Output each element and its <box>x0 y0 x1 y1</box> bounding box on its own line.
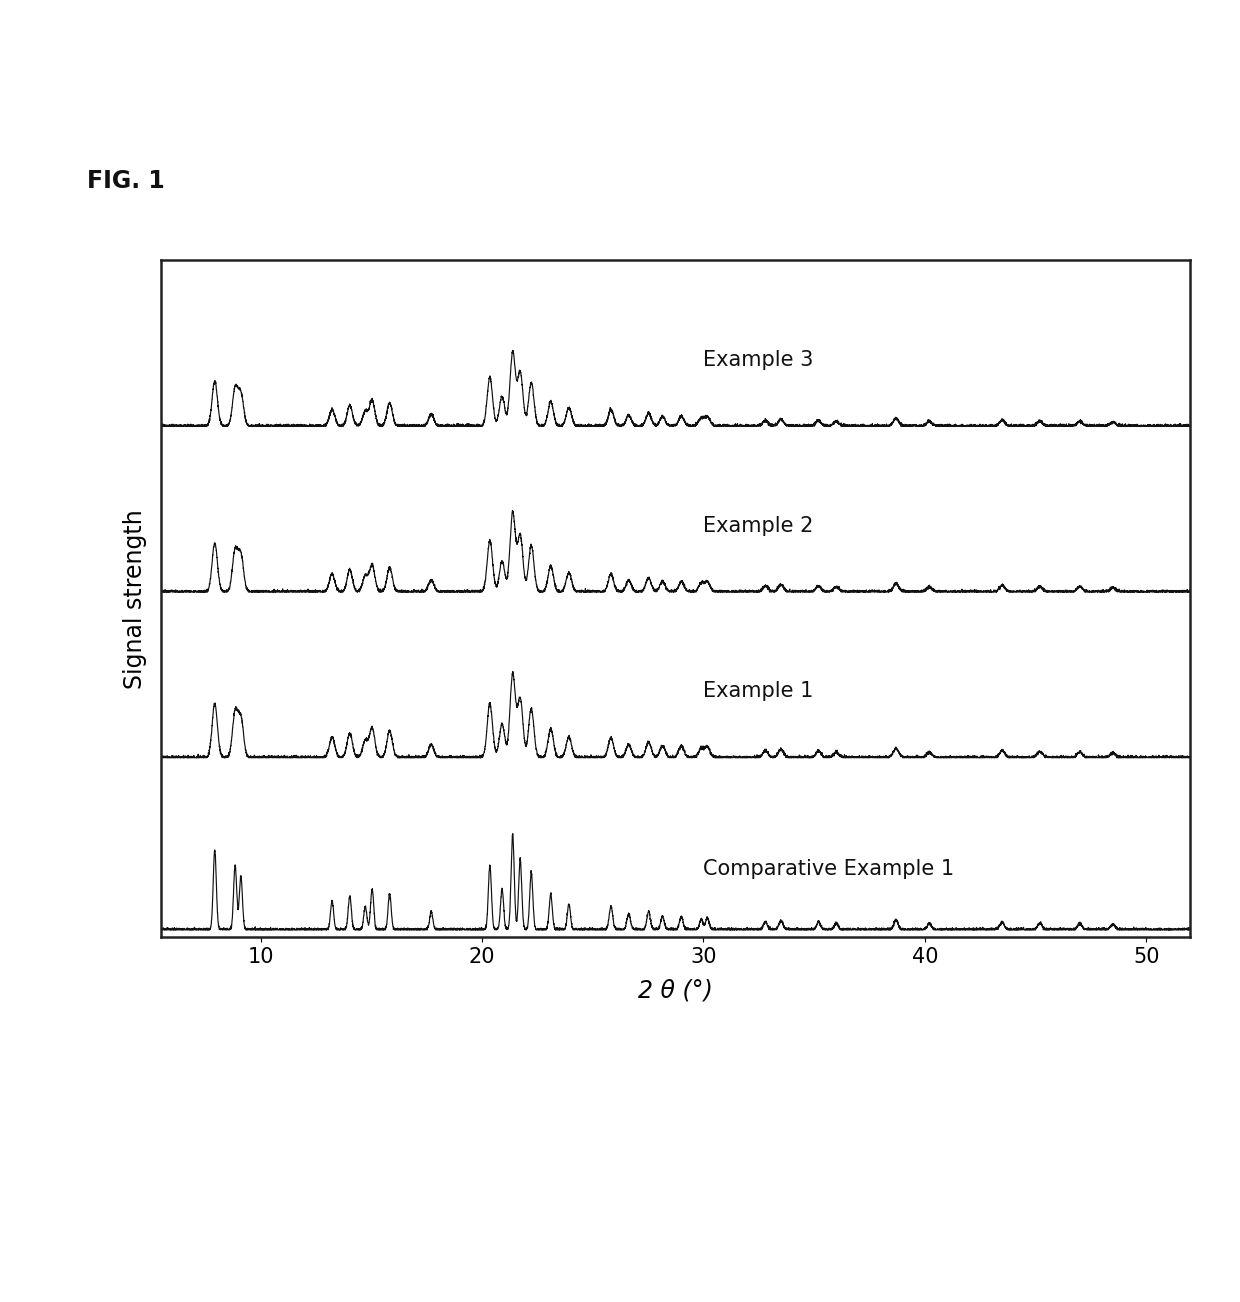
Text: Comparative Example 1: Comparative Example 1 <box>703 858 955 879</box>
Text: Example 2: Example 2 <box>703 516 813 535</box>
Text: Example 3: Example 3 <box>703 350 813 370</box>
Y-axis label: Signal strength: Signal strength <box>123 509 148 689</box>
Text: FIG. 1: FIG. 1 <box>87 169 165 193</box>
Text: Example 1: Example 1 <box>703 681 813 702</box>
X-axis label: 2 θ (°): 2 θ (°) <box>639 978 713 1003</box>
